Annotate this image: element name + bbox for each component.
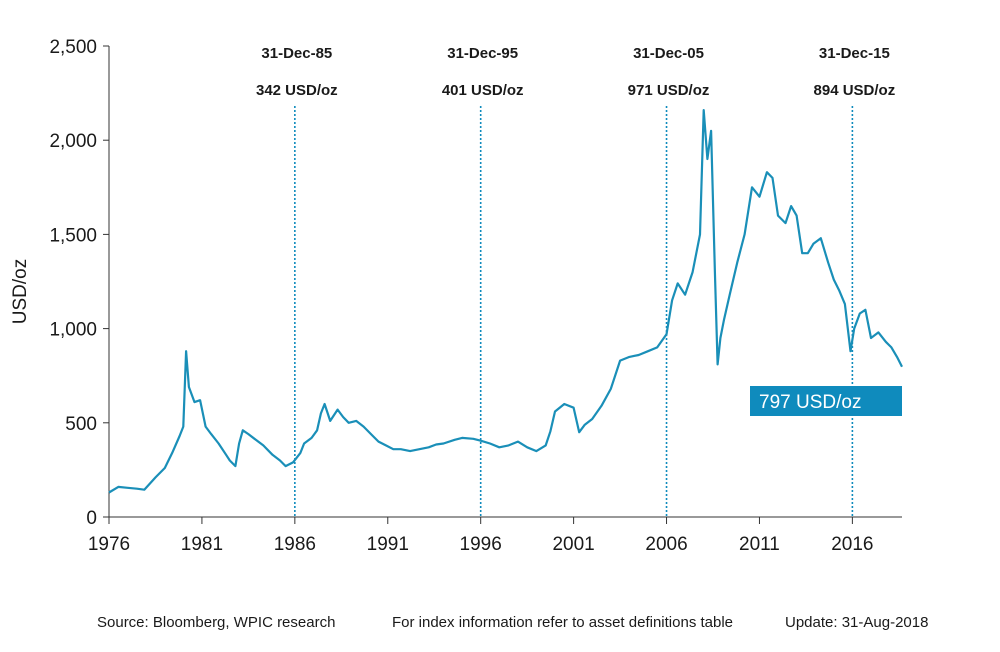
event-markers: 31-Dec-85 342 USD/oz 31-Dec-95 401 USD/oz 31… xyxy=(256,45,895,517)
y-tick-label: 2,500 xyxy=(49,37,97,58)
latest-price-label: 797 USD/oz xyxy=(759,392,861,413)
x-tick-label: 1991 xyxy=(367,534,409,555)
marker-date-label: 31-Dec-15 xyxy=(819,45,890,62)
y-tick-label: 500 xyxy=(65,414,97,435)
marker-price-label: 971 USD/oz xyxy=(628,82,710,99)
latest-price-badge: 797 USD/oz xyxy=(750,386,902,416)
y-tick-label: 1,000 xyxy=(49,320,97,341)
x-tick-label: 2006 xyxy=(645,534,687,555)
marker-date-label: 31-Dec-95 xyxy=(447,45,518,62)
index-info-note: For index information refer to asset def… xyxy=(392,614,734,631)
marker-price-label: 401 USD/oz xyxy=(442,82,524,99)
y-tick-label: 2,000 xyxy=(49,131,97,152)
price-series xyxy=(108,108,903,494)
x-tick-label: 1976 xyxy=(88,534,130,555)
source-note: Source: Bloomberg, WPIC research xyxy=(97,614,336,631)
x-tick-label: 1981 xyxy=(181,534,223,555)
marker-price-label: 342 USD/oz xyxy=(256,82,338,99)
marker-price-label: 894 USD/oz xyxy=(814,82,896,99)
chart-axes: 0 500 1,000 1,500 2,000 2,500 1976 1981 1986 1991… xyxy=(10,37,902,555)
price-line xyxy=(108,108,903,494)
x-tick-label: 2001 xyxy=(552,534,594,555)
y-tick-label: 0 xyxy=(86,508,97,529)
x-tick-label: 1986 xyxy=(274,534,316,555)
y-tick-label: 1,500 xyxy=(49,225,97,246)
x-tick-label: 2016 xyxy=(831,534,873,555)
latest-price-badge-box xyxy=(750,386,902,416)
x-tick-label: 1996 xyxy=(460,534,502,555)
y-axis-title: USD/oz xyxy=(10,259,31,324)
x-tick-label: 2011 xyxy=(739,534,780,555)
marker-date-label: 31-Dec-85 xyxy=(261,45,332,62)
marker-date-label: 31-Dec-05 xyxy=(633,45,704,62)
update-date: Update: 31-Aug-2018 xyxy=(785,614,929,631)
